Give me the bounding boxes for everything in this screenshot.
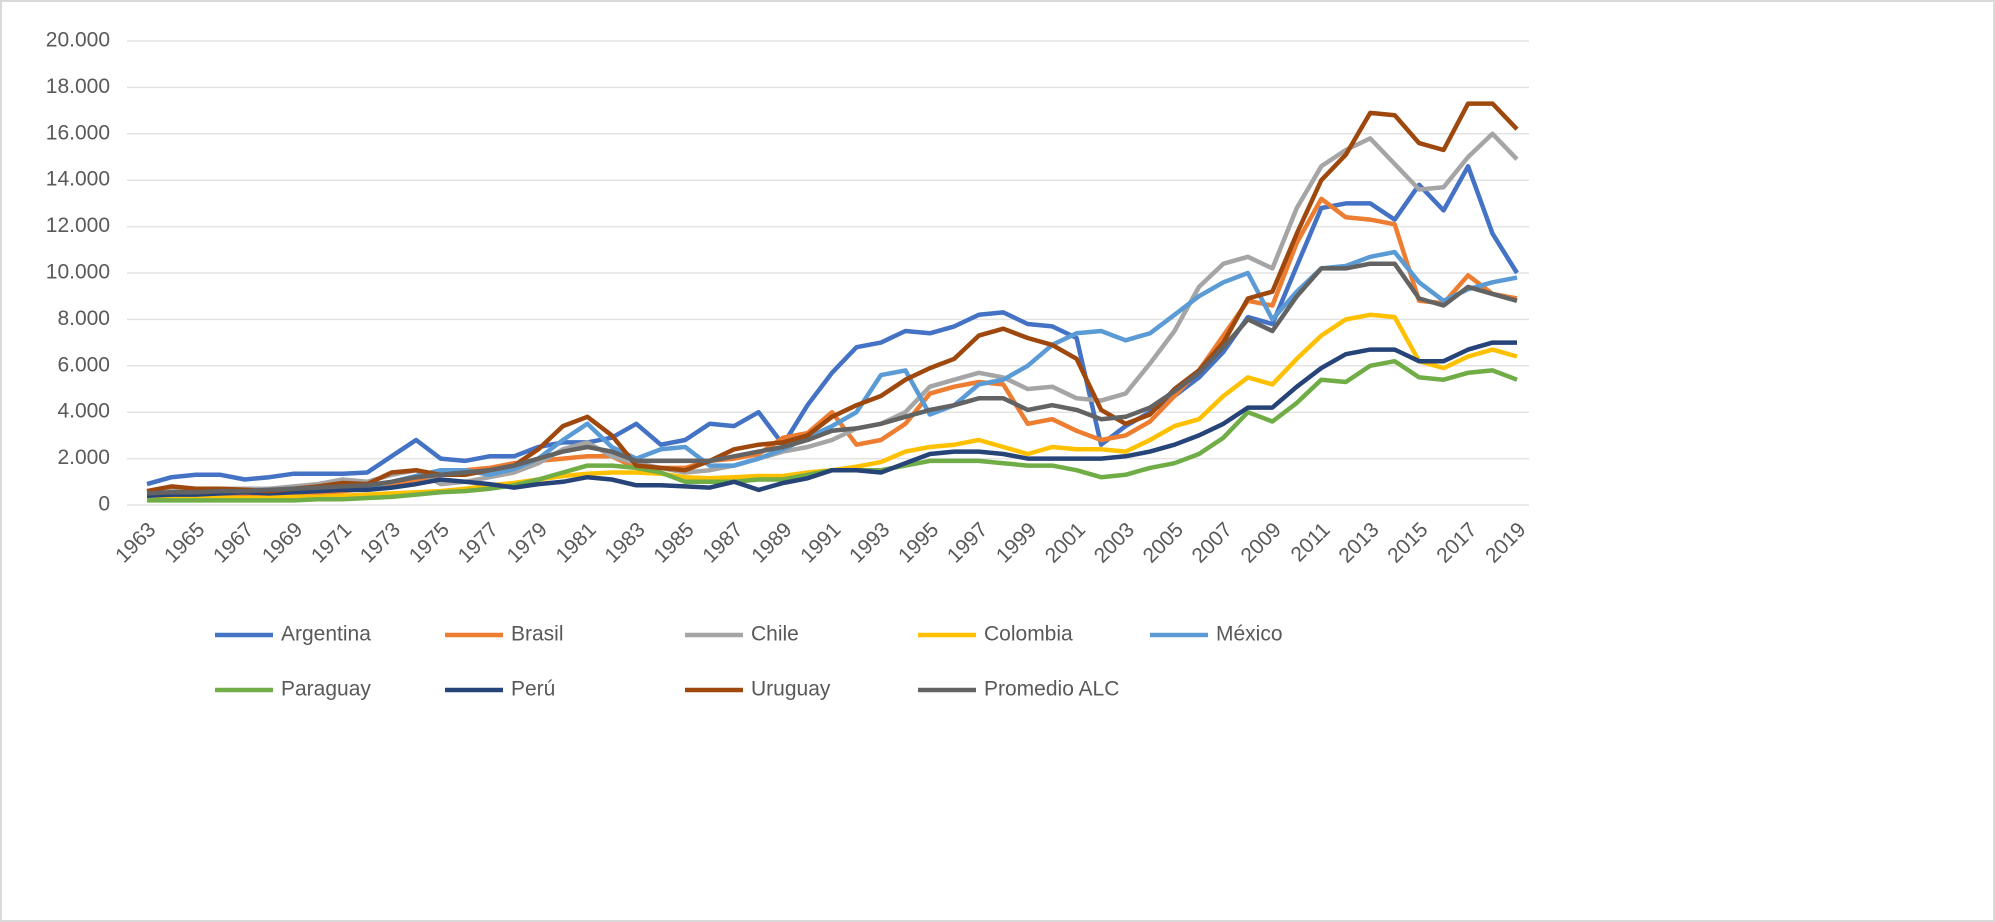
y-tick-label: 8.000 bbox=[57, 307, 110, 330]
legend-label: Paraguay bbox=[281, 678, 371, 701]
legend-label: México bbox=[1216, 623, 1283, 646]
y-tick-label: 2.000 bbox=[57, 446, 110, 469]
legend-label: Chile bbox=[751, 623, 799, 646]
y-tick-label: 10.000 bbox=[46, 261, 110, 284]
legend-label: Brasil bbox=[511, 623, 564, 646]
y-tick-label: 14.000 bbox=[46, 168, 110, 191]
y-tick-label: 0 bbox=[98, 493, 110, 516]
series-line bbox=[146, 340, 1517, 498]
legend-label: Uruguay bbox=[751, 678, 831, 701]
y-tick-label: 16.000 bbox=[46, 121, 110, 144]
series-line bbox=[146, 101, 1519, 494]
legend-label: Perú bbox=[511, 678, 555, 701]
y-tick-label: 6.000 bbox=[57, 353, 110, 376]
y-tick-label: 18.000 bbox=[46, 75, 110, 98]
legend-label: Colombia bbox=[984, 623, 1073, 646]
series-line bbox=[146, 164, 1519, 487]
legend-label: Promedio ALC bbox=[984, 678, 1119, 701]
y-tick-label: 20.000 bbox=[46, 29, 110, 52]
y-tick-label: 4.000 bbox=[57, 400, 110, 423]
series-line bbox=[146, 261, 1518, 496]
legend-label: Argentina bbox=[281, 623, 371, 646]
y-tick-label: 12.000 bbox=[46, 214, 110, 237]
